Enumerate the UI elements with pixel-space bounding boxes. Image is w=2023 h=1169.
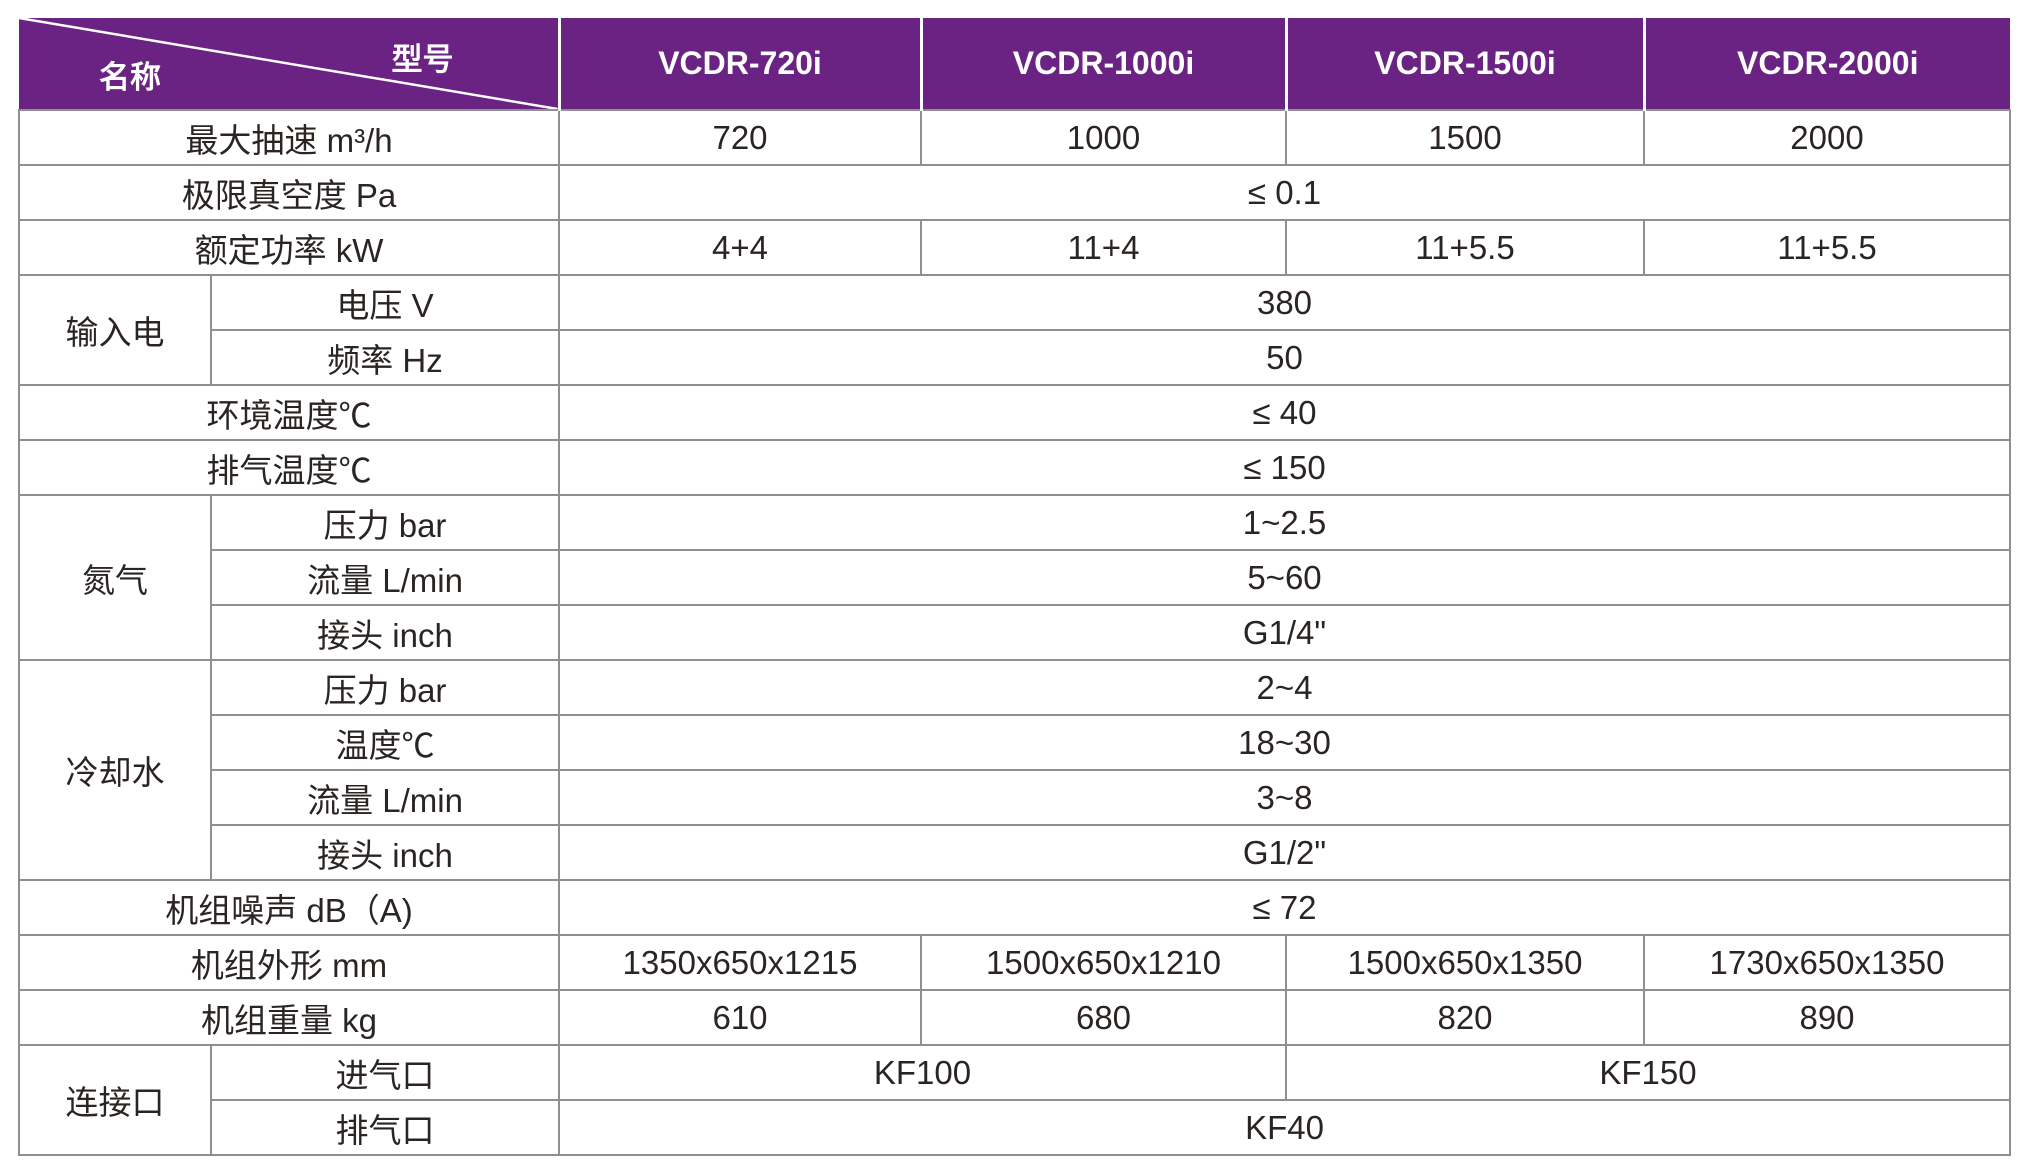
table-row: 机组噪声 dB（A) ≤ 72 <box>18 879 2011 936</box>
group-label-cell: 输入电 <box>18 274 212 386</box>
merged-value-cell: 18~30 <box>558 714 2011 771</box>
merged-value-cell: 380 <box>558 274 2011 331</box>
model-header: VCDR-2000i <box>1642 18 2010 110</box>
table-row: 冷却水 压力 bar 2~4 <box>18 659 2011 881</box>
table-row: 最大抽速 m³/h 720 1000 1500 2000 <box>18 109 2011 166</box>
group-label-cell: 连接口 <box>18 1044 212 1156</box>
corner-label-name: 名称 <box>99 60 161 95</box>
table-row: 排气温度℃ ≤ 150 <box>18 439 2011 496</box>
merged-value-cell: G1/2" <box>558 824 2011 881</box>
group-label-cell: 氮气 <box>18 494 212 661</box>
row-label-cell: 机组重量 kg <box>18 989 560 1046</box>
value-cell: 11+5.5 <box>1643 219 2011 276</box>
merged-value-cell: ≤ 150 <box>558 439 2011 496</box>
merged-value-cell: G1/4" <box>558 604 2011 661</box>
merged-value-cell: 2~4 <box>558 659 2011 716</box>
row-label-cell: 最大抽速 m³/h <box>18 109 560 166</box>
row-label-cell: 排气温度℃ <box>18 439 560 496</box>
table-row: 环境温度℃ ≤ 40 <box>18 384 2011 441</box>
sub-label-cell: 频率 Hz <box>210 329 560 386</box>
model-header: VCDR-1000i <box>919 18 1286 110</box>
value-cell: 890 <box>1643 989 2011 1046</box>
table-row: 接头 inch G1/4" <box>19 604 2011 661</box>
value-cell: 1350x650x1215 <box>558 934 922 991</box>
spec-table: 型号 名称 VCDR-720i VCDR-1000i VCDR-1500i VC… <box>18 18 2011 1156</box>
table-row: 接头 inch G1/2" <box>19 824 2011 881</box>
table-row: 连接口 进气口 KF100 KF150 <box>18 1044 2011 1156</box>
value-cell: 2000 <box>1643 109 2011 166</box>
sub-label-cell: 压力 bar <box>210 659 560 716</box>
value-cell: 720 <box>558 109 922 166</box>
model-header: VCDR-720i <box>557 18 921 110</box>
table-row: 温度℃ 18~30 <box>19 714 2011 771</box>
value-cell: 11+4 <box>920 219 1287 276</box>
merged-value-cell: ≤ 40 <box>558 384 2011 441</box>
merged-value-cell: KF40 <box>558 1099 2011 1156</box>
merged-value-cell: 5~60 <box>558 549 2011 606</box>
row-label-cell: 极限真空度 Pa <box>18 164 560 221</box>
sub-label-cell: 流量 L/min <box>210 769 560 826</box>
merged-value-cell: ≤ 0.1 <box>558 164 2011 221</box>
merged-value-cell: KF150 <box>1285 1044 2011 1101</box>
table-row: 排气口 KF40 <box>19 1099 2011 1156</box>
group-label-cell: 冷却水 <box>18 659 212 881</box>
table-header-row: 型号 名称 VCDR-720i VCDR-1000i VCDR-1500i VC… <box>19 18 2010 110</box>
row-label-cell: 机组噪声 dB（A) <box>18 879 560 936</box>
value-cell: 680 <box>920 989 1287 1046</box>
table-row: 输入电 电压 V 380 <box>18 274 2011 386</box>
row-label-cell: 额定功率 kW <box>18 219 560 276</box>
sub-label-cell: 电压 V <box>210 274 560 331</box>
table-row: 机组重量 kg 610 680 820 890 <box>18 989 2011 1046</box>
table-row: 流量 L/min 5~60 <box>19 549 2011 606</box>
value-cell: 610 <box>558 989 922 1046</box>
merged-value-cell: 3~8 <box>558 769 2011 826</box>
value-cell: 11+5.5 <box>1285 219 1645 276</box>
sub-label-cell: 流量 L/min <box>210 549 560 606</box>
merged-value-cell: KF100 <box>558 1044 1287 1101</box>
table-row: 额定功率 kW 4+4 11+4 11+5.5 11+5.5 <box>18 219 2011 276</box>
table-row: 机组外形 mm 1350x650x1215 1500x650x1210 1500… <box>18 934 2011 991</box>
value-cell: 1500x650x1210 <box>920 934 1287 991</box>
value-cell: 1500x650x1350 <box>1285 934 1645 991</box>
value-cell: 1000 <box>920 109 1287 166</box>
sub-label-cell: 接头 inch <box>210 824 560 881</box>
value-cell: 4+4 <box>558 219 922 276</box>
row-label-cell: 环境温度℃ <box>18 384 560 441</box>
sub-label-cell: 温度℃ <box>210 714 560 771</box>
table-row: 极限真空度 Pa ≤ 0.1 <box>18 164 2011 221</box>
sub-label-cell: 进气口 <box>210 1044 560 1101</box>
row-label-cell: 机组外形 mm <box>18 934 560 991</box>
table-row: 流量 L/min 3~8 <box>19 769 2011 826</box>
corner-label-model: 型号 <box>391 42 454 77</box>
model-header: VCDR-1500i <box>1284 18 1644 110</box>
sub-label-cell: 压力 bar <box>210 494 560 551</box>
merged-value-cell: 1~2.5 <box>558 494 2011 551</box>
value-cell: 1730x650x1350 <box>1643 934 2011 991</box>
sub-label-cell: 接头 inch <box>210 604 560 661</box>
value-cell: 1500 <box>1285 109 1645 166</box>
table-row: 频率 Hz 50 <box>19 329 2011 386</box>
sub-label-cell: 排气口 <box>210 1099 560 1156</box>
merged-value-cell: ≤ 72 <box>558 879 2011 936</box>
diagonal-corner-cell: 型号 名称 <box>19 18 559 110</box>
diagonal-divider <box>19 18 558 109</box>
merged-value-cell: 50 <box>558 329 2011 386</box>
value-cell: 820 <box>1285 989 1645 1046</box>
table-row: 氮气 压力 bar 1~2.5 <box>18 494 2011 661</box>
